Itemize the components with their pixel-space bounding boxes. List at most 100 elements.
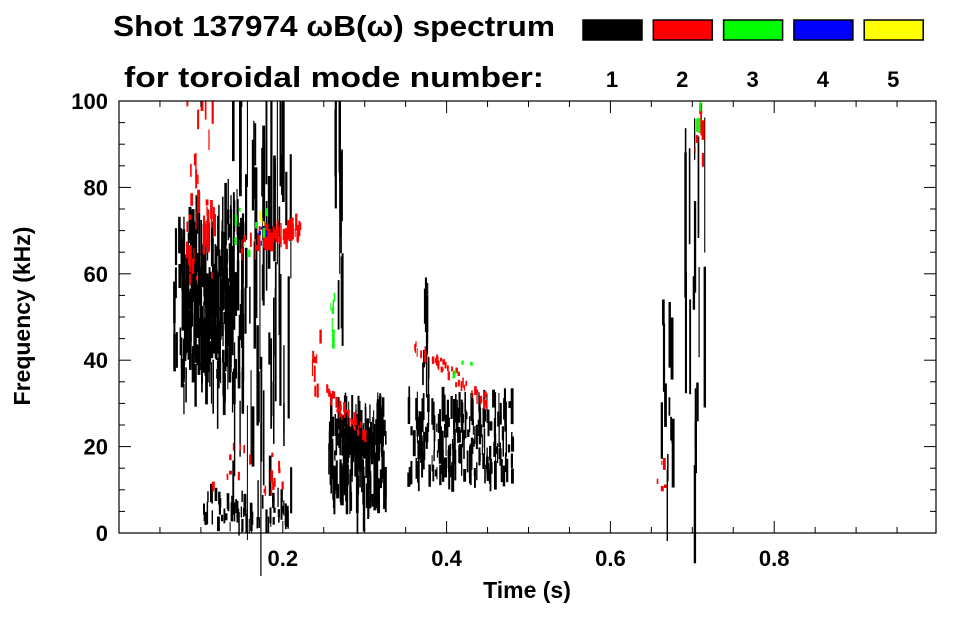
spectral-mark-mode-1 — [688, 148, 691, 245]
spectral-mark-mode-2 — [700, 112, 702, 134]
spectral-mark-mode-2 — [263, 488, 265, 493]
spectral-mark-mode-1 — [345, 467, 349, 515]
spectral-mark-mode-1 — [497, 443, 499, 463]
spectral-mark-mode-1 — [227, 504, 230, 512]
spectral-mark-mode-3 — [255, 222, 258, 229]
spectral-mark-mode-3 — [332, 299, 334, 310]
spectral-mark-mode-1 — [410, 426, 413, 436]
spectral-mark-mode-1 — [488, 469, 491, 484]
spectral-mark-mode-1 — [236, 189, 238, 235]
spectral-mark-mode-1 — [237, 371, 241, 389]
spectral-mark-mode-1 — [227, 179, 229, 241]
spectral-mark-mode-1 — [468, 451, 471, 478]
spectral-mark-mode-1 — [246, 101, 248, 187]
spectral-mark-mode-1 — [210, 237, 214, 267]
spectral-mark-mode-1 — [258, 371, 260, 423]
spectral-mark-mode-2 — [208, 129, 210, 150]
spectral-mark-mode-1 — [187, 310, 191, 336]
spectral-mark-mode-3 — [234, 237, 237, 245]
spectral-mark-mode-1 — [460, 399, 463, 426]
spectral-mark-mode-1 — [335, 460, 338, 487]
spectral-mark-mode-1 — [351, 456, 353, 482]
legend-label-mode-5: 5 — [887, 67, 899, 92]
spectral-mark-mode-1 — [417, 440, 420, 459]
spectral-mark-mode-1 — [270, 508, 272, 527]
spectral-mark-mode-1 — [182, 270, 184, 285]
spectral-mark-mode-1 — [382, 462, 384, 480]
spectral-mark-mode-1 — [328, 421, 331, 442]
spectral-mark-mode-2 — [463, 384, 465, 391]
spectral-mark-mode-2 — [267, 233, 269, 250]
spectral-mark-mode-2 — [482, 398, 486, 402]
spectral-mark-mode-1 — [194, 345, 198, 363]
spectral-mark-mode-1 — [239, 101, 242, 197]
spectral-mark-mode-2 — [210, 200, 213, 220]
spectral-mark-mode-1 — [384, 466, 387, 499]
spectral-mark-mode-1 — [366, 418, 369, 448]
spectral-mark-mode-1 — [337, 280, 340, 330]
spectral-mark-mode-2 — [664, 484, 667, 488]
spectral-mark-mode-1 — [198, 265, 200, 306]
spectral-mark-mode-1 — [357, 395, 360, 434]
spectral-mark-mode-1 — [180, 240, 182, 274]
spectral-mark-mode-1 — [427, 282, 429, 332]
spectral-mark-mode-2 — [343, 402, 346, 413]
spectral-mark-mode-1 — [464, 391, 466, 413]
spectral-mark-mode-1 — [354, 425, 357, 457]
spectral-mark-mode-2 — [200, 101, 204, 111]
spectral-mark-mode-2 — [211, 481, 215, 490]
spectral-mark-mode-1 — [510, 453, 513, 469]
spectral-mark-mode-1 — [262, 390, 265, 486]
spectral-mark-mode-1 — [241, 249, 244, 291]
spectral-mark-mode-1 — [279, 101, 282, 187]
spectral-mark-mode-2 — [420, 350, 422, 359]
spectral-mark-mode-1 — [340, 256, 342, 329]
spectral-mark-mode-2 — [263, 235, 266, 249]
spectral-mark-mode-1 — [363, 423, 365, 432]
spectral-mark-mode-1 — [253, 241, 255, 284]
spectral-mark-mode-2 — [195, 212, 197, 230]
spectral-mark-mode-2 — [662, 458, 666, 470]
spectral-mark-mode-4 — [265, 230, 268, 237]
spectral-mark-mode-1 — [250, 370, 252, 464]
x-tick-label: 0.6 — [595, 546, 626, 571]
spectral-mark-mode-1 — [237, 199, 239, 266]
spectral-mark-mode-1 — [506, 458, 509, 483]
spectral-mark-mode-1 — [696, 382, 699, 422]
spectral-mark-mode-2 — [232, 442, 235, 451]
spectral-mark-mode-1 — [242, 215, 244, 311]
y-tick-label: 0 — [96, 521, 108, 546]
spectral-mark-mode-1 — [185, 254, 188, 296]
spectral-mark-mode-1 — [202, 330, 205, 350]
y-tick-label: 80 — [84, 175, 108, 200]
spectral-mark-mode-1 — [694, 118, 696, 160]
spectral-mark-mode-1 — [331, 416, 335, 437]
spectral-mark-mode-1 — [331, 446, 334, 462]
spectral-mark-mode-1 — [260, 356, 263, 462]
spectral-mark-mode-1 — [453, 426, 455, 435]
spectral-mark-mode-2 — [281, 481, 284, 490]
spectral-mark-mode-1 — [279, 274, 282, 406]
spectral-mark-mode-1 — [475, 424, 478, 450]
spectral-mark-mode-1 — [474, 426, 476, 444]
spectral-mark-mode-2 — [447, 371, 450, 381]
spectral-mark-mode-1 — [231, 371, 234, 413]
spectral-mark-mode-2 — [457, 371, 460, 376]
spectral-mark-mode-1 — [336, 419, 339, 436]
spectral-mark-mode-1 — [357, 475, 360, 495]
spectral-mark-mode-1 — [703, 266, 706, 408]
spectral-mark-mode-5 — [260, 218, 263, 223]
spectral-mark-mode-1 — [208, 298, 211, 333]
spectral-mark-mode-3 — [333, 292, 336, 302]
spectral-mark-mode-2 — [289, 229, 292, 241]
spectral-mark-mode-1 — [349, 469, 352, 497]
spectral-mark-mode-1 — [421, 398, 424, 422]
spectral-mark-mode-1 — [371, 422, 373, 463]
spectral-mark-mode-1 — [224, 296, 227, 331]
spectral-mark-mode-1 — [499, 442, 501, 466]
spectral-mark-mode-1 — [439, 409, 441, 449]
spectral-mark-mode-1 — [232, 192, 235, 312]
spectral-mark-mode-2 — [291, 217, 294, 234]
spectral-mark-mode-3 — [452, 373, 456, 379]
spectral-mark-mode-1 — [265, 509, 268, 533]
